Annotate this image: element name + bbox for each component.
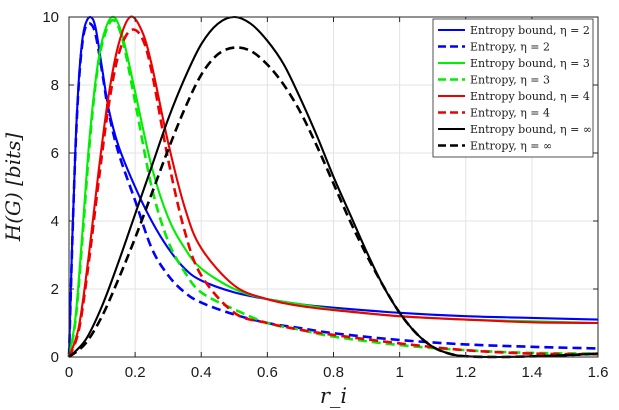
x-tick-label: 0.8 bbox=[323, 364, 344, 381]
legend: Entropy bound, η = 2 Entropy, η = 2 Entrop… bbox=[432, 18, 594, 158]
y-tick-label: 10 bbox=[42, 9, 59, 26]
x-tick-label: 0.4 bbox=[191, 364, 212, 381]
x-tick-label: 1 bbox=[395, 364, 403, 381]
legend-entry-label: Entropy, η = 3 bbox=[470, 74, 550, 87]
tick-labels: 0 0.2 0.4 0.6 0.8 1 1.2 1.4 1.6 0 2 4 6 8 10 bbox=[42, 9, 608, 381]
series-line-8 bbox=[68, 46, 599, 359]
x-tick-label: 0.6 bbox=[257, 364, 278, 381]
x-axis-label: r_i bbox=[320, 384, 347, 408]
series-line-4 bbox=[67, 18, 599, 358]
y-tick-label: 4 bbox=[51, 213, 59, 230]
x-tick-label: 0 bbox=[65, 364, 73, 381]
legend-entry-label: Entropy, η = ∞ bbox=[470, 140, 552, 153]
legend-entry-label: Entropy bound, η = 3 bbox=[470, 57, 590, 70]
y-tick-label: 0 bbox=[51, 349, 59, 366]
legend-entry-label: Entropy bound, η = 2 bbox=[470, 24, 590, 37]
series-line-6 bbox=[67, 28, 599, 358]
legend-box bbox=[432, 18, 594, 158]
y-tick-label: 8 bbox=[51, 77, 59, 94]
x-tick-label: 0.2 bbox=[125, 364, 146, 381]
legend-entry-label: Entropy bound, η = 4 bbox=[470, 90, 590, 103]
y-tick-label: 2 bbox=[51, 281, 59, 298]
x-tick-label: 1.2 bbox=[455, 364, 476, 381]
y-axis-label: H(G) [bits] bbox=[1, 133, 25, 243]
x-tick-label: 1.6 bbox=[588, 364, 609, 381]
x-tick-label: 1.4 bbox=[521, 364, 542, 381]
tick-marks bbox=[68, 16, 599, 358]
series-layer bbox=[67, 15, 599, 359]
legend-entry-label: Entropy bound, η = ∞ bbox=[470, 123, 592, 136]
legend-entry-label: Entropy, η = 2 bbox=[470, 41, 550, 54]
y-tick-label: 6 bbox=[51, 145, 59, 162]
legend-entry-label: Entropy, η = 4 bbox=[470, 107, 550, 120]
